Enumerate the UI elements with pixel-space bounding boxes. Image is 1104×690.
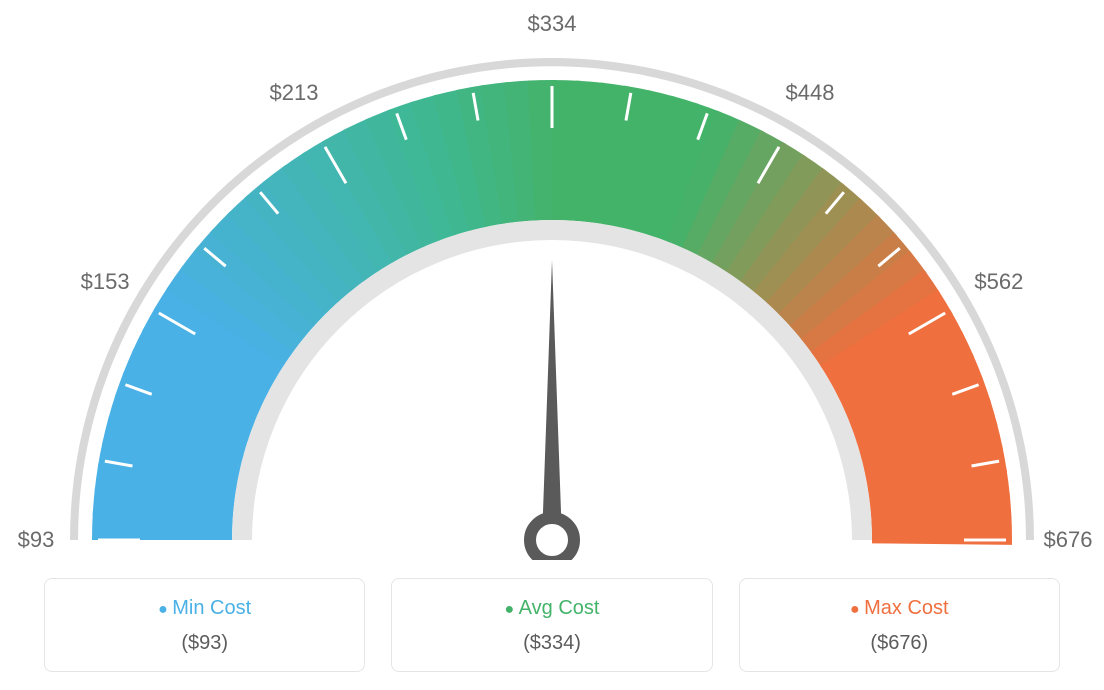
svg-text:$676: $676 (1044, 527, 1093, 552)
legend-label-max: Max Cost (750, 597, 1049, 620)
legend-value-min: ($93) (55, 632, 354, 655)
svg-text:$93: $93 (18, 527, 55, 552)
legend-card-avg: Avg Cost ($334) (391, 578, 712, 672)
svg-text:$448: $448 (786, 80, 835, 105)
legend-label-min: Min Cost (55, 597, 354, 620)
legend-value-avg: ($334) (402, 632, 701, 655)
legend-card-min: Min Cost ($93) (44, 578, 365, 672)
legend-label-avg: Avg Cost (402, 597, 701, 620)
cost-gauge: $93 $153 $213 $334 $448 $562 $676 (0, 0, 1104, 560)
svg-text:$562: $562 (974, 269, 1023, 294)
svg-text:$153: $153 (81, 269, 130, 294)
svg-text:$213: $213 (270, 80, 319, 105)
svg-text:$334: $334 (528, 11, 577, 36)
legend-card-max: Max Cost ($676) (739, 578, 1060, 672)
legend-row: Min Cost ($93) Avg Cost ($334) Max Cost … (44, 578, 1060, 672)
legend-value-max: ($676) (750, 632, 1049, 655)
gauge-svg: $93 $153 $213 $334 $448 $562 $676 (0, 0, 1104, 560)
